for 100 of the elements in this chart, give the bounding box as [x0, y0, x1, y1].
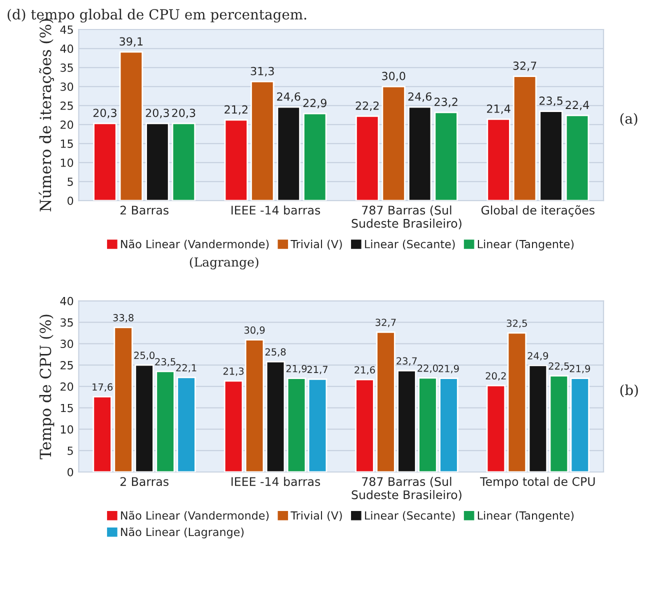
- bar: [119, 51, 144, 201]
- data-label: 23,7: [396, 357, 417, 366]
- data-label: 22,5: [548, 362, 569, 371]
- data-label: 20,3: [93, 108, 116, 118]
- y-tick-label: 40: [60, 296, 74, 306]
- x-tick-label: 787 Barras (Sul Sudeste Brasileiro): [352, 205, 462, 230]
- data-label: 24,6: [277, 92, 300, 102]
- y-tick-label: 30: [60, 82, 74, 91]
- data-label: 23,2: [434, 98, 458, 108]
- bar: [303, 112, 327, 201]
- y-tick-label: 15: [60, 404, 73, 412]
- data-label: 30,9: [244, 326, 265, 335]
- bar: [93, 122, 117, 201]
- data-label: 20,3: [172, 108, 196, 118]
- data-label: 32,7: [376, 318, 396, 328]
- y-tick-label: 25: [60, 102, 73, 110]
- data-label: 23,5: [539, 96, 562, 106]
- data-label: 21,9: [286, 364, 307, 374]
- y-tick-label: 35: [60, 318, 73, 327]
- bar: [250, 80, 274, 201]
- y-tick-label: 15: [60, 140, 73, 148]
- data-label: 22,4: [566, 100, 590, 110]
- text: (a): [620, 113, 638, 126]
- x-tick-label: IEEE -14 barras: [232, 476, 320, 486]
- bar: [172, 122, 196, 201]
- legend-label: Trivial (V): [290, 240, 342, 250]
- data-label: 22,2: [356, 101, 379, 112]
- bar: [146, 122, 170, 201]
- legend-label: Trivial (V): [290, 511, 342, 521]
- y-tick-label: 0: [68, 468, 74, 476]
- bar: [356, 115, 380, 201]
- y-tick-label: 10: [60, 425, 74, 434]
- y-tick-label: 30: [60, 340, 74, 348]
- y-tick-label: 10: [60, 158, 74, 167]
- bar: [486, 118, 510, 201]
- y-tick-label: 20: [60, 120, 74, 129]
- legend-label: Linear (Secante): [365, 511, 455, 521]
- y-tick-label: 0: [68, 196, 74, 205]
- legend-label: Linear (Secante): [365, 240, 455, 250]
- bar: [408, 106, 432, 201]
- data-label: 21,4: [487, 104, 510, 114]
- y-tick-label: 35: [60, 63, 73, 72]
- y-tick-label: 40: [60, 44, 74, 53]
- y-tick-label: 25: [60, 361, 73, 370]
- x-tick-label: 787 Barras (Sul Sudeste Brasileiro): [352, 476, 462, 501]
- bar: [486, 384, 506, 472]
- data-label: 22,1: [176, 364, 196, 372]
- bar: [286, 378, 306, 472]
- bar: [512, 76, 537, 201]
- data-label: 21,2: [224, 105, 248, 115]
- legend-label: Não Linear (Lagrange): [121, 527, 244, 538]
- bar: [308, 378, 328, 472]
- bar: [434, 112, 458, 201]
- data-label: 21,7: [307, 366, 328, 374]
- data-label: 25,8: [265, 348, 286, 357]
- data-label: 33,8: [113, 314, 134, 322]
- y-tick-label: 20: [60, 382, 74, 391]
- data-label: 17,6: [92, 383, 113, 392]
- bar: [382, 86, 406, 201]
- data-label: 22,0: [418, 364, 438, 373]
- text: (b): [620, 384, 638, 398]
- data-label: 31,3: [250, 66, 274, 76]
- data-label: 32,7: [513, 62, 536, 72]
- text: (Lagrange): [190, 257, 258, 270]
- data-label: 21,9: [438, 364, 459, 374]
- data-label: 20,2: [486, 372, 506, 381]
- bar: [224, 380, 244, 472]
- bar: [528, 364, 548, 472]
- y-tick-label: 45: [60, 26, 73, 34]
- y-tick-label: 5: [68, 446, 73, 455]
- bar: [224, 119, 248, 201]
- y-tick-label: 5: [68, 178, 73, 186]
- data-label: 22,9: [303, 98, 326, 108]
- legend-label: Não Linear (Vandermonde): [121, 510, 269, 521]
- data-label: 20,3: [146, 108, 169, 118]
- x-tick-label: 2 Barras: [120, 477, 168, 486]
- data-label: 25,0: [134, 352, 154, 360]
- data-label: 39,1: [120, 37, 143, 47]
- bar: [539, 110, 563, 201]
- bar: [244, 339, 264, 472]
- data-label: 21,3: [223, 367, 244, 376]
- data-label: 32,5: [506, 320, 527, 328]
- data-label: 21,6: [354, 366, 375, 375]
- bar: [266, 360, 286, 472]
- legend-label: Linear (Tangente): [478, 511, 574, 522]
- data-label: 23,5: [155, 358, 176, 366]
- bar: [549, 375, 569, 472]
- data-label: 21,9: [570, 364, 590, 374]
- bar: [570, 378, 590, 472]
- x-tick-label: Tempo total de CPU: [480, 476, 595, 488]
- y-axis-title: Tempo de CPU (%): [39, 314, 54, 460]
- data-label: 30,0: [382, 72, 406, 82]
- x-tick-label: Global de iterações: [481, 205, 594, 217]
- legend-label: Linear (Tangente): [478, 240, 574, 250]
- bar: [507, 332, 527, 472]
- legend-label: Não Linear (Vandermonde): [121, 240, 269, 250]
- x-tick-label: IEEE -14 barras: [232, 205, 320, 215]
- x-tick-label: 2 Barras: [120, 206, 168, 215]
- data-label: 24,9: [528, 352, 548, 360]
- data-label: 24,6: [408, 92, 432, 102]
